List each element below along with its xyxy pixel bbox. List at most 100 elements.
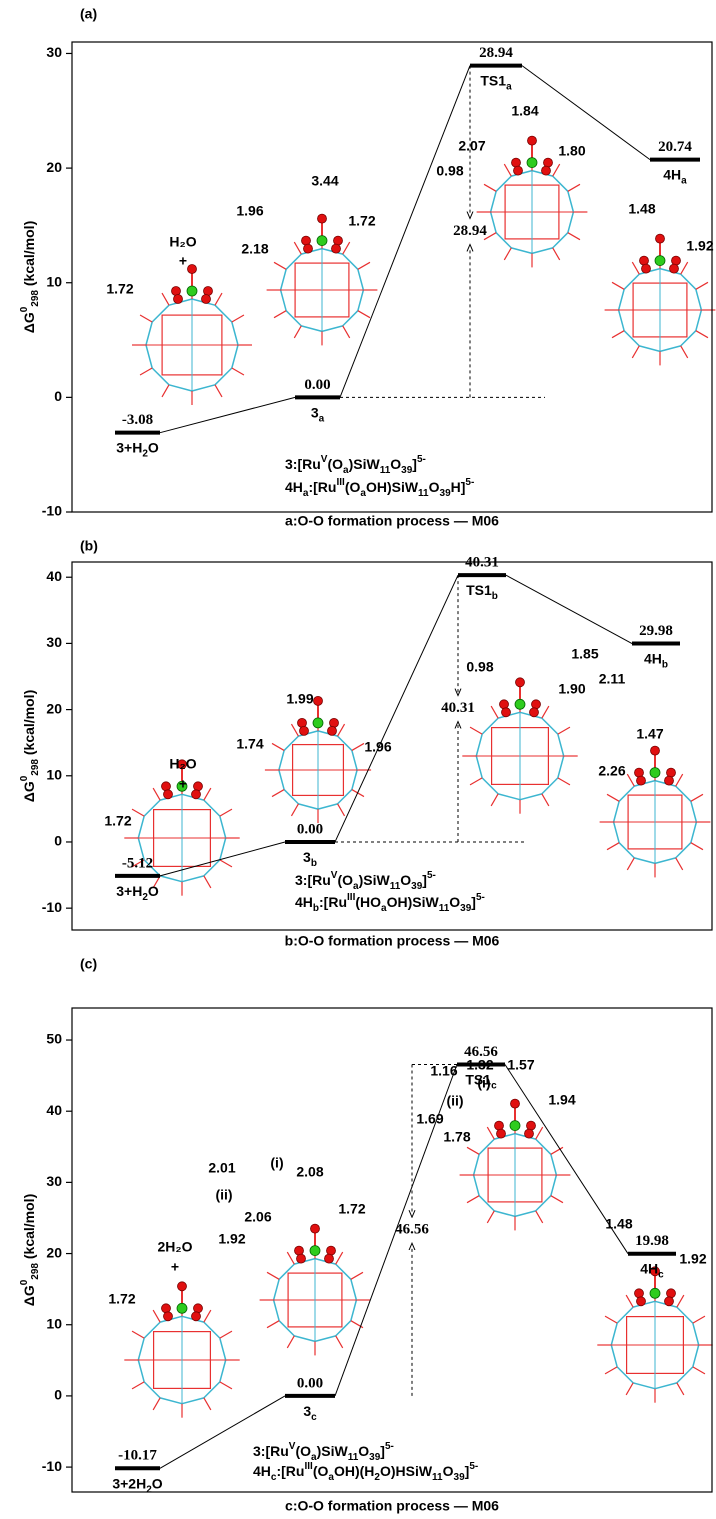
plot-frame (72, 562, 712, 930)
distance-label: 1.48 (605, 1216, 632, 1232)
bond (279, 750, 284, 770)
bond (153, 788, 160, 800)
y-tick-label: 10 (46, 273, 62, 289)
formula-note-part: H] (451, 479, 466, 495)
plot-frame (72, 42, 712, 512)
bond (607, 843, 619, 850)
atom (651, 746, 660, 755)
bond (232, 322, 238, 345)
formula-note-part: (O (345, 479, 361, 495)
bond (132, 1331, 144, 1338)
atom (515, 699, 525, 709)
atom (672, 256, 681, 265)
bond (220, 838, 226, 860)
formula-note-part: 4H (253, 1463, 271, 1479)
bond (204, 876, 211, 888)
atom (650, 1288, 660, 1298)
bond (169, 385, 192, 391)
formula-note-part: 11 (348, 1452, 359, 1463)
bond (558, 778, 570, 785)
y-axis-label-part: (kcal/mol) (21, 221, 37, 290)
value-label: 0.00 (304, 377, 330, 393)
distance-label: 2.07 (458, 138, 485, 154)
value-label: -5.12 (122, 855, 153, 871)
atom (637, 776, 646, 785)
atom (188, 265, 197, 274)
distance-label: 1.74 (236, 736, 263, 752)
distance-label: 2.18 (241, 241, 268, 257)
bond (681, 346, 688, 358)
bond (691, 801, 697, 822)
bond (182, 1398, 204, 1404)
bond (619, 289, 625, 310)
bond (568, 191, 574, 212)
bond (351, 1279, 357, 1300)
bond (476, 756, 482, 778)
y-tick-label: 20 (46, 159, 62, 175)
bond (343, 242, 350, 254)
panel-label: (c) (80, 956, 97, 972)
bond (677, 1295, 684, 1307)
bond (677, 1307, 693, 1323)
bond (338, 804, 345, 816)
bond (498, 794, 520, 800)
y-axis-label-part: ΔG (21, 312, 37, 333)
distance-label: 1.16 (430, 1063, 457, 1079)
value-label: 28.94 (479, 45, 513, 61)
y-tick-label: 0 (54, 1387, 62, 1403)
bond (633, 1383, 655, 1389)
bond (536, 1211, 543, 1223)
bond (553, 164, 560, 176)
bond (358, 311, 370, 318)
distance-label: (i) (270, 1155, 283, 1171)
bond (677, 1383, 684, 1395)
distance-label: 1.90 (558, 681, 585, 697)
atom (527, 158, 537, 168)
molecule-sketch (265, 696, 371, 823)
bond (474, 1154, 480, 1175)
bond (352, 770, 357, 790)
bond (232, 368, 244, 375)
distance-label: 2.26 (598, 763, 625, 779)
value-label: 0.00 (297, 1375, 323, 1391)
bond (696, 310, 702, 331)
y-axis-label-part: 298 (30, 290, 41, 307)
bond (496, 233, 511, 248)
bond (301, 326, 322, 332)
bond (491, 706, 498, 718)
bond (204, 1382, 220, 1398)
bond (693, 1367, 705, 1374)
atom (544, 158, 553, 167)
bond (286, 254, 301, 269)
bond (358, 269, 364, 290)
bond (681, 274, 696, 289)
connector (522, 66, 650, 160)
state-label-part: 3 (303, 1403, 311, 1419)
formula-note-part: 5- (385, 1441, 394, 1452)
bond (267, 1321, 279, 1328)
value-label: 0.00 (297, 821, 323, 837)
atom (174, 295, 183, 304)
bond (358, 262, 370, 269)
state-label: 3+H2O (116, 439, 159, 459)
distance-label: 2.06 (244, 1209, 271, 1225)
bond (220, 809, 232, 816)
bond (338, 724, 345, 736)
formula-note-part: O (429, 479, 440, 495)
bond (676, 858, 683, 870)
bond (204, 788, 211, 800)
state-label: 3+H2O (116, 883, 159, 903)
bond (152, 368, 169, 385)
formula-note-part: 39 (401, 465, 413, 476)
bond (693, 1345, 699, 1367)
formula-note-part: 39 (440, 488, 452, 499)
molecule-sketch (267, 214, 378, 345)
bond (144, 1322, 160, 1338)
bond (655, 1383, 677, 1389)
bond (132, 809, 144, 816)
bond (691, 794, 703, 801)
formula-note-part: 5- (476, 892, 485, 903)
bond (467, 1196, 479, 1203)
bond (162, 385, 169, 397)
bond (287, 1336, 294, 1348)
